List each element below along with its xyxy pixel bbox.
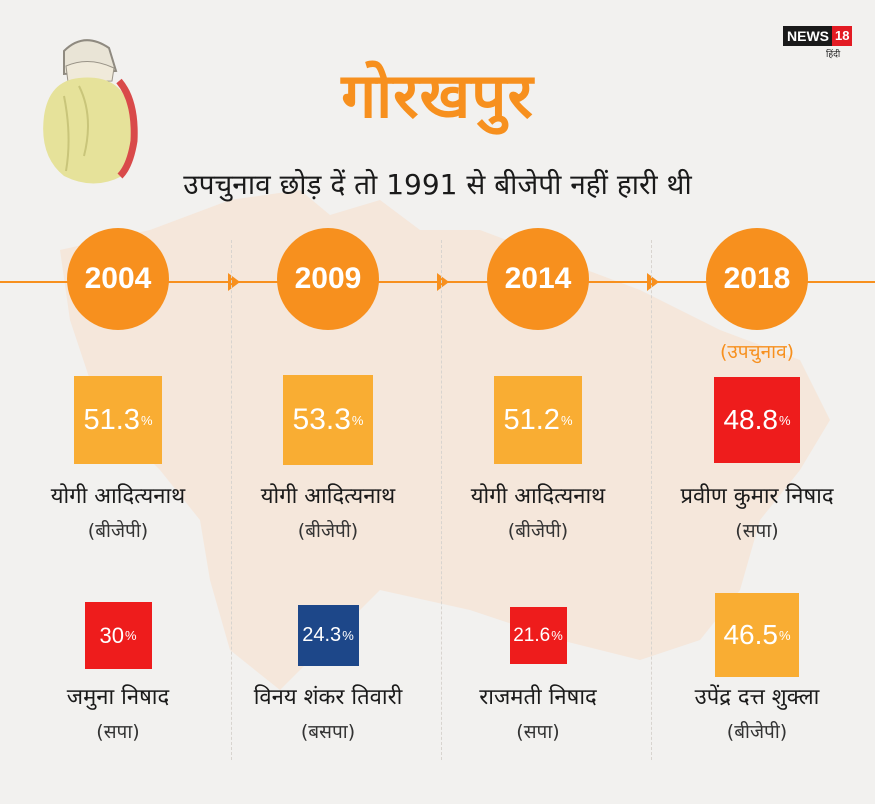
runner-up-name: उपेंद्र दत्त शुक्ला <box>694 685 820 710</box>
runner-up-vote-share-box: 24.3 % <box>297 605 359 666</box>
percent-sign: % <box>560 412 573 428</box>
year-label: 2014 <box>504 262 572 295</box>
vote-share-value: 46.5 <box>723 619 778 650</box>
vote-share-value: 51.3 <box>83 403 140 436</box>
column-divider <box>441 240 442 760</box>
winner-party: (बीजेपी) <box>507 520 569 542</box>
runner-up-vote-share-box: 30 % <box>84 602 152 669</box>
vote-share-value: 53.3 <box>292 403 351 436</box>
winner-name: योगी आदित्यनाथ <box>50 484 186 509</box>
winner-party: (सपा) <box>735 520 779 542</box>
year-column-2018: 2018 (उपचुनाव) 48.8 % प्रवीण कुमार निषाद… <box>652 0 862 800</box>
year-label: 2009 <box>294 262 362 295</box>
vote-share-value: 48.8 <box>723 404 778 435</box>
by-election-note: (उपचुनाव) <box>719 341 795 363</box>
winner-vote-share-box: 51.2 % <box>494 376 582 464</box>
winner-name: योगी आदित्यनाथ <box>260 484 396 509</box>
logo-number: 18 <box>832 26 853 46</box>
percent-sign: % <box>351 412 364 428</box>
percent-sign: % <box>140 412 153 428</box>
year-label: 2004 <box>84 262 152 295</box>
vote-share-value: 51.2 <box>503 403 560 436</box>
vote-share-value: 24.3 <box>302 624 342 646</box>
year-badge: 2018 <box>706 228 808 330</box>
year-column-2004: 2004 51.3 % योगी आदित्यनाथ (बीजेपी) 30 %… <box>13 0 223 800</box>
news18-logo: NEWS 18 <box>783 26 853 46</box>
year-column-2014: 2014 51.2 % योगी आदित्यनाथ (बीजेपी) 21.6… <box>433 0 643 800</box>
percent-sign: % <box>124 628 137 643</box>
vote-share-value: 30 <box>99 622 124 648</box>
winner-vote-share-box: 51.3 % <box>74 376 162 464</box>
year-label: 2018 <box>723 262 791 295</box>
runner-up-name: जमुना निषाद <box>66 685 170 710</box>
runner-up-party: (बीजेपी) <box>726 721 788 743</box>
timeline-arrow <box>647 273 659 291</box>
percent-sign: % <box>778 412 791 428</box>
percent-sign: % <box>342 628 354 643</box>
runner-up-vote-share-box: 21.6 % <box>509 607 567 664</box>
winner-party: (बीजेपी) <box>297 520 359 542</box>
winner-vote-share-box: 53.3 % <box>283 375 373 465</box>
percent-sign: % <box>551 628 563 643</box>
column-divider <box>651 240 652 760</box>
timeline-arrow <box>437 273 449 291</box>
page-subtitle: उपचुनाव छोड़ दें तो 1991 से बीजेपी नहीं … <box>183 168 692 201</box>
monk-figure-illustration <box>24 26 154 196</box>
winner-name: योगी आदित्यनाथ <box>470 484 606 509</box>
runner-up-party: (बसपा) <box>300 721 356 743</box>
runner-up-name: राजमती निषाद <box>479 685 597 710</box>
page-title: गोरखपुर <box>341 59 534 132</box>
runner-up-party: (सपा) <box>516 721 560 743</box>
runner-up-vote-share-box: 46.5 % <box>715 593 799 677</box>
winner-party: (बीजेपी) <box>87 520 149 542</box>
column-divider <box>231 240 232 760</box>
runner-up-party: (सपा) <box>96 721 140 743</box>
year-badge: 2009 <box>277 228 379 330</box>
logo-subtext: हिंदी <box>826 50 841 60</box>
percent-sign: % <box>778 627 791 643</box>
logo-text: NEWS <box>783 26 832 46</box>
runner-up-name: विनय शंकर तिवारी <box>253 685 403 710</box>
year-column-2009: 2009 53.3 % योगी आदित्यनाथ (बीजेपी) 24.3… <box>223 0 433 800</box>
winner-name: प्रवीण कुमार निषाद <box>680 484 834 509</box>
winner-vote-share-box: 48.8 % <box>714 377 800 463</box>
year-badge: 2014 <box>487 228 589 330</box>
vote-share-value: 21.6 <box>513 624 551 646</box>
year-badge: 2004 <box>67 228 169 330</box>
